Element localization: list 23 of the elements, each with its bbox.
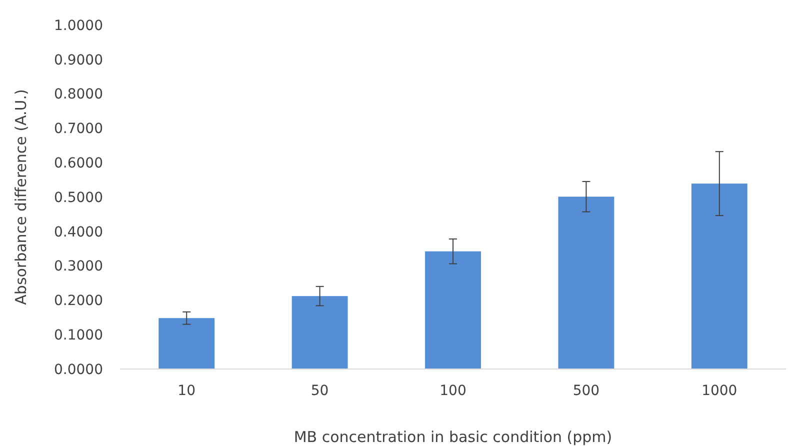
x-tick-label: 100 <box>440 383 466 399</box>
bar <box>292 296 348 369</box>
x-tick-label: 10 <box>178 383 196 399</box>
bar <box>558 196 614 369</box>
y-tick-label: 1.0000 <box>54 18 103 34</box>
y-axis-title: Absorbance difference (A.U.) <box>12 89 30 305</box>
y-tick-label: 0.1000 <box>54 328 103 344</box>
x-tick-label: 50 <box>310 383 329 399</box>
y-tick-label: 0.5000 <box>54 190 103 206</box>
bar <box>158 318 215 369</box>
y-tick-label: 0.2000 <box>54 293 103 310</box>
y-tick-label: 0.8000 <box>54 86 103 103</box>
y-tick-label: 0.9000 <box>54 52 103 68</box>
y-tick-label: 0.6000 <box>54 156 103 172</box>
y-tick-label: 0.4000 <box>54 224 103 240</box>
x-tick-label: 500 <box>572 383 600 399</box>
x-tick-label: 1000 <box>702 383 738 399</box>
bar <box>425 251 481 369</box>
y-tick-label: 0.7000 <box>54 121 103 138</box>
y-tick-label: 0.3000 <box>54 258 103 275</box>
x-axis-title: MB concentration in basic condition (ppm) <box>294 428 612 446</box>
bar <box>691 184 748 369</box>
y-tick-label: 0.0000 <box>54 362 103 378</box>
